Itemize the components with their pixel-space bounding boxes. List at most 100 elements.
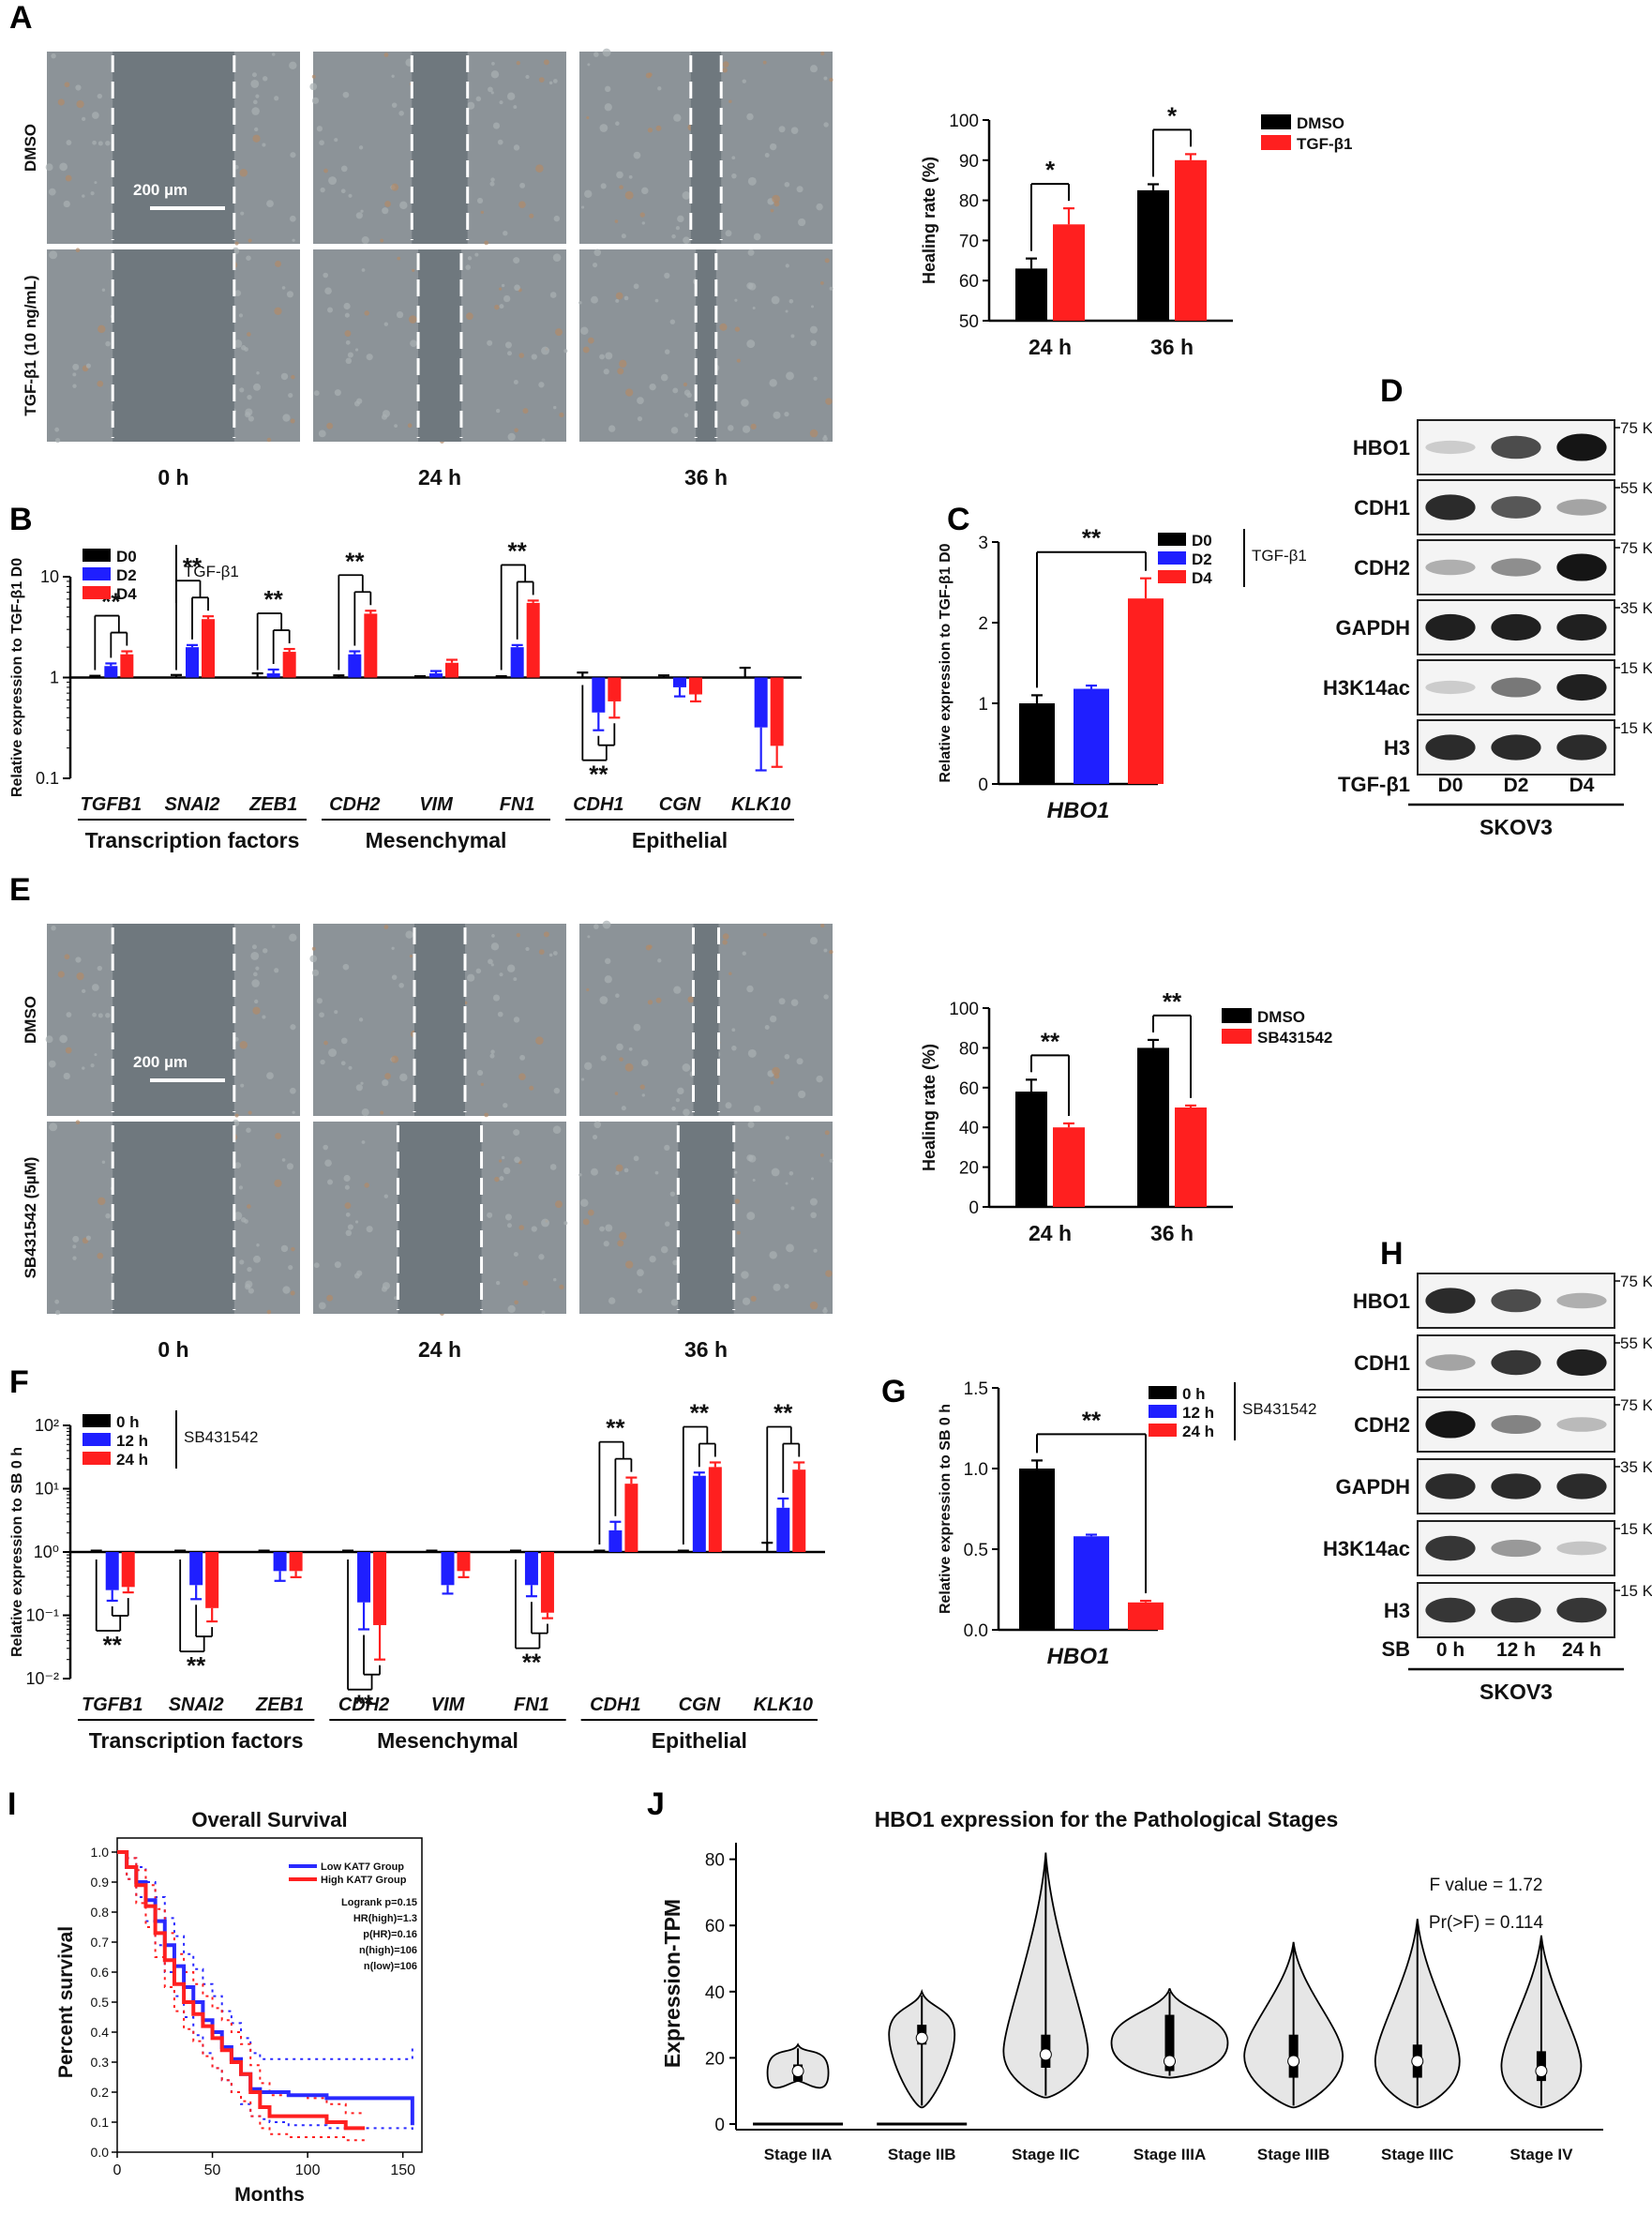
significance-label: ** [1082, 1406, 1102, 1434]
cell-speck [353, 1273, 360, 1279]
y-tick-label: 0.2 [91, 2085, 110, 2100]
cell-speck [734, 1170, 738, 1174]
cell-speck [76, 99, 84, 109]
cell-speck [383, 1194, 388, 1198]
cell-speck [587, 337, 594, 344]
bar [457, 1552, 471, 1572]
cell-speck [535, 164, 544, 173]
cell-speck [728, 99, 732, 104]
cell-speck [354, 1220, 359, 1224]
gene-label: KLK10 [754, 1695, 813, 1715]
cell-speck [604, 85, 611, 93]
cell-speck [247, 332, 251, 337]
cell-speck [592, 263, 598, 268]
expression-chart-B: 0.1 1 10 Relative expression to TGF-β1 D0 TG… [9, 536, 802, 852]
hbo1-chart-G: 0.0 0.5 1.0 1.5 Relative expression to SB 0 … [938, 1379, 1316, 1669]
y-tick-label: 80 [959, 1039, 979, 1059]
western-blot-H: HBO1 75 KD CDH1 55 KD CDH2 75 KD GAPDH 35 KD H3K… [1323, 1273, 1652, 1704]
cell-speck [624, 1260, 634, 1269]
violin-median [1535, 2065, 1548, 2078]
cell-speck [513, 1251, 518, 1257]
blot-band [1556, 499, 1607, 516]
cell-speck [319, 140, 324, 146]
cell-speck [75, 1120, 81, 1125]
panel-label-F: F [9, 1364, 29, 1400]
cell-speck [683, 236, 690, 244]
cell-speck [769, 1015, 777, 1023]
cell-speck [824, 258, 830, 264]
cell-line-label: SKOV3 [1479, 815, 1553, 839]
cell-speck [682, 191, 691, 200]
cell-speck [581, 205, 585, 209]
x-tick-label: Stage IIIA [1134, 2146, 1206, 2163]
cell-speck [549, 292, 557, 298]
cell-speck [361, 236, 369, 245]
cell-speck [467, 256, 473, 261]
cell-speck [323, 1040, 328, 1046]
cell-speck [525, 946, 530, 952]
cell-speck [399, 1073, 408, 1082]
cell-speck [788, 1171, 794, 1176]
gene-label: CGN [679, 1695, 721, 1715]
cell-speck [51, 926, 56, 931]
bar [1137, 1047, 1169, 1207]
x-tick-label: Stage IV [1509, 2146, 1573, 2163]
cell-speck [785, 309, 788, 313]
cell-speck [725, 230, 732, 237]
cell-speck [282, 1286, 291, 1294]
cell-speck [82, 1066, 85, 1070]
cell-speck [605, 1224, 613, 1232]
cell-speck [672, 387, 679, 394]
blot-band [1491, 1414, 1541, 1435]
cell-speck [51, 53, 56, 59]
legend-swatch [1149, 1405, 1177, 1418]
cell-speck [488, 958, 493, 965]
cell-speck [593, 1121, 602, 1129]
cell-speck [475, 968, 482, 974]
cell-speck [72, 363, 80, 370]
cell-speck [316, 998, 323, 1004]
timepoint-label: 24 h [418, 1337, 461, 1362]
cell-speck [410, 339, 417, 347]
cell-speck [513, 1017, 520, 1023]
cell-speck [813, 376, 818, 381]
cell-speck [628, 174, 633, 179]
cell-speck [580, 326, 589, 335]
cell-speck [465, 312, 473, 321]
cell-speck [786, 1243, 794, 1253]
cell-speck [391, 946, 395, 950]
x-tick-label: Stage IIIB [1257, 2146, 1329, 2163]
y-tick-label: 0.5 [91, 1995, 110, 2010]
cell-speck [91, 984, 99, 991]
legend-label: 24 h [116, 1451, 148, 1469]
cell-speck [604, 975, 612, 984]
cell-speck [98, 141, 103, 146]
cell-speck [649, 383, 656, 391]
cell-speck [323, 168, 328, 173]
gene-label: SNAI2 [165, 794, 220, 815]
bar [770, 677, 784, 746]
cell-speck [289, 1087, 296, 1094]
cell-speck [722, 61, 729, 68]
cell-speck [823, 122, 829, 128]
molecular-weight-marker: 75 KD [1620, 1396, 1652, 1414]
cell-speck [559, 1284, 564, 1290]
cell-speck [582, 1218, 590, 1226]
blot-band [1491, 558, 1541, 577]
cell-speck [785, 1182, 788, 1185]
stat-label: n(low)=106 [364, 1961, 417, 1972]
cell-speck [318, 429, 326, 438]
significance-label: ** [264, 585, 284, 613]
cell-speck [682, 1063, 691, 1072]
bar [104, 666, 118, 678]
cell-speck [683, 382, 688, 387]
cell-speck [239, 169, 248, 177]
scratch-gap [418, 249, 461, 442]
cell-speck [764, 1025, 770, 1031]
cell-speck [65, 1047, 72, 1054]
cell-speck [624, 1062, 634, 1072]
cell-speck [311, 74, 316, 79]
cell-speck [345, 1229, 353, 1237]
cell-speck [820, 1153, 824, 1157]
blot-band [1491, 496, 1541, 519]
